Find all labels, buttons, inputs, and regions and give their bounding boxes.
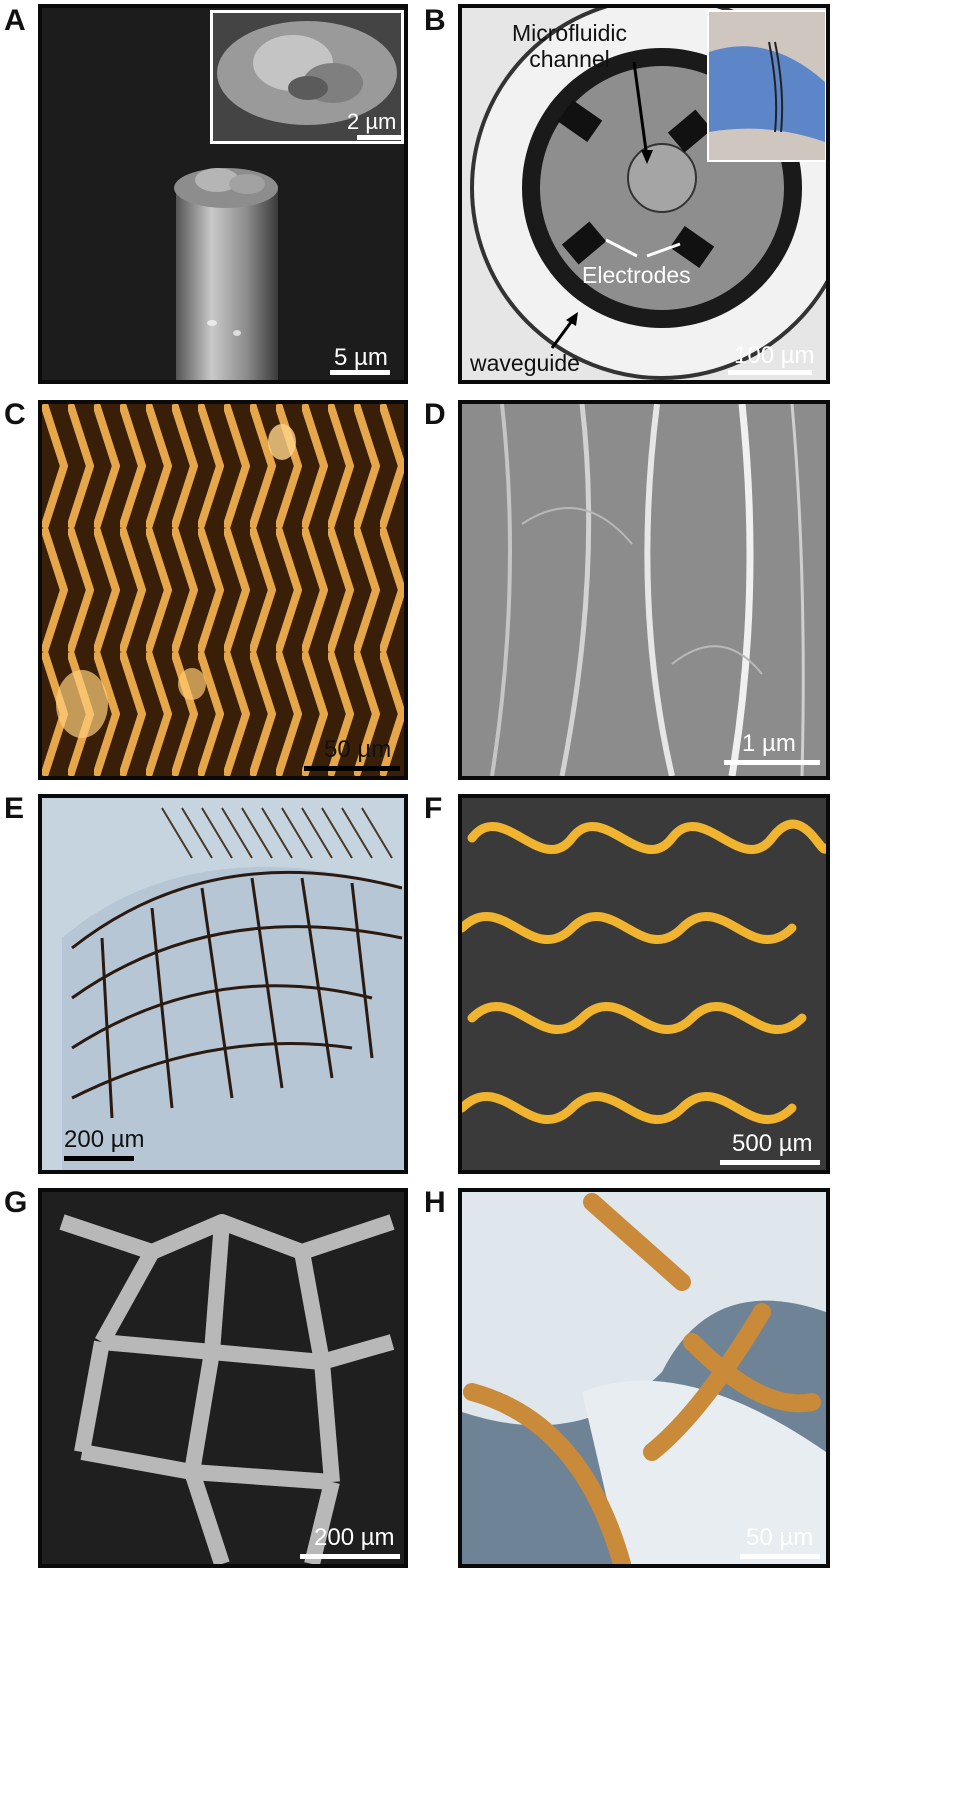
panel-label-h: H [424, 1186, 446, 1219]
mesh-fibers-in-tissue-sem [462, 1192, 826, 1564]
mesh-on-tissue-photo [42, 798, 404, 1170]
electrodes-annotation: Electrodes [582, 262, 691, 288]
microfluidic-channel-annotation: Microfluidic channel [512, 20, 628, 73]
panel-g-foam-scaffold-image: 200 µm [38, 1188, 408, 1568]
panel-a-scale-label: 5 µm [334, 344, 388, 371]
panel-label-b: B [424, 4, 446, 37]
panel-b-scale-bar [728, 370, 812, 375]
panel-label-c: C [4, 398, 26, 431]
panel-b-waveguide-image: Microfluidic channel Electrodes waveguid… [458, 4, 830, 384]
panel-a-sem-image: 2 µm 5 µm [38, 4, 408, 384]
panel-label-g: G [4, 1186, 28, 1219]
panel-b-photo-inset [707, 10, 826, 162]
gold-serpentine-on-skin-sem [462, 798, 826, 1170]
panel-c-gold-serpentine-image: 50 µm [38, 400, 408, 780]
panel-label-e: E [4, 792, 25, 825]
panel-d-graphene-sem-image: 1 µm [458, 400, 830, 780]
panel-b-scale-label: 100 µm [734, 342, 815, 369]
panel-c-scale-bar [304, 766, 400, 771]
wrinkled-film-sem [462, 404, 826, 776]
fiber-on-glove-photo [709, 12, 825, 160]
waveguide-annotation: waveguide [470, 350, 580, 376]
panel-d-scale-label: 1 µm [742, 730, 796, 757]
inset-scale-bar [357, 135, 401, 140]
panel-label-f: F [424, 792, 443, 825]
panel-f-scale-bar [720, 1160, 820, 1165]
panel-d-scale-bar [724, 760, 820, 765]
panel-e-scale-bar [64, 1156, 134, 1161]
panel-h-scale-bar [740, 1554, 820, 1559]
panel-label-d: D [424, 398, 446, 431]
panel-f-scale-label: 500 µm [732, 1130, 813, 1157]
panel-e-mesh-electronics-image: 200 µm [38, 794, 408, 1174]
panel-g-scale-bar [300, 1554, 400, 1559]
panel-g-scale-label: 200 µm [314, 1524, 395, 1551]
panel-h-scale-label: 50 µm [746, 1524, 814, 1551]
inset-tip-closeup-image [213, 13, 401, 141]
panel-e-scale-label: 200 µm [64, 1126, 145, 1153]
panel-c-scale-label: 50 µm [324, 736, 392, 763]
panel-f-serpentine-traces-image: 500 µm [458, 794, 830, 1174]
inset-scale-label: 2 µm [347, 109, 397, 134]
panel-label-a: A [4, 4, 26, 37]
panel-a-scale-bar [330, 370, 390, 375]
zigzag-gold-pattern [42, 404, 404, 776]
panel-a-inset: 2 µm [210, 10, 404, 144]
panel-h-tissue-integration-image: 50 µm [458, 1188, 830, 1568]
porous-scaffold-sem [42, 1192, 404, 1564]
